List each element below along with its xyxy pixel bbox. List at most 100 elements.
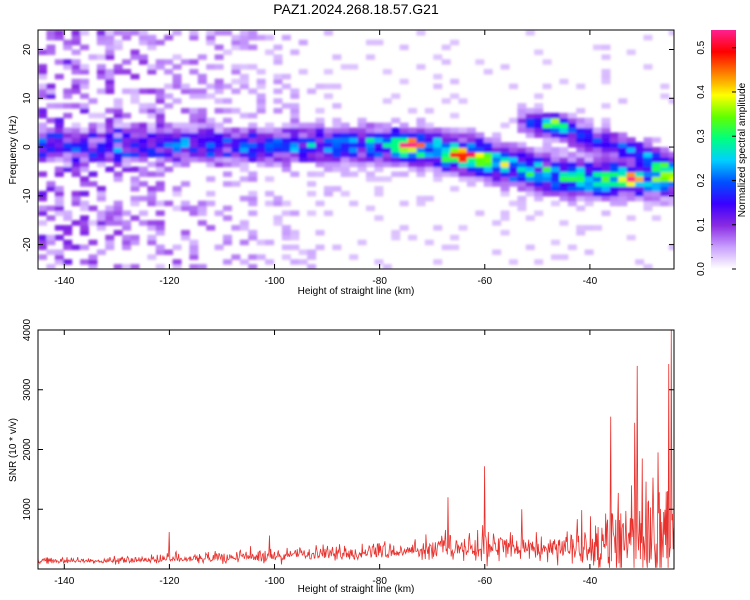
heatmap-cell bbox=[96, 132, 106, 138]
heatmap-cell bbox=[559, 122, 569, 129]
heatmap-cell bbox=[626, 181, 636, 187]
heatmap-cell bbox=[475, 171, 485, 177]
heatmap-cell bbox=[601, 147, 611, 153]
heatmap-cell bbox=[214, 142, 224, 148]
heatmap-cell bbox=[281, 127, 291, 134]
heatmap-cell bbox=[534, 195, 544, 202]
heatmap-cell bbox=[248, 171, 258, 177]
heatmap-cell bbox=[273, 215, 283, 221]
heatmap-cell bbox=[138, 142, 148, 148]
heatmap-cell bbox=[147, 142, 157, 148]
heatmap-cell bbox=[63, 59, 73, 65]
heatmap-cell bbox=[172, 78, 182, 85]
heatmap-cell bbox=[576, 147, 586, 153]
heatmap-cell bbox=[391, 93, 401, 99]
heatmap-cell bbox=[130, 239, 140, 246]
heatmap-cell bbox=[223, 181, 233, 187]
heatmap-cell bbox=[668, 186, 674, 192]
heatmap-cell bbox=[534, 259, 544, 265]
heatmap-cell bbox=[382, 151, 392, 158]
heatmap-cell bbox=[147, 88, 157, 95]
heatmap-cell bbox=[433, 73, 443, 80]
heatmap-cell bbox=[357, 122, 367, 129]
heatmap-cell bbox=[626, 186, 636, 192]
heatmap-cell bbox=[307, 147, 317, 153]
heatmap-cell bbox=[172, 132, 182, 138]
heatmap-cell bbox=[164, 34, 174, 41]
heatmap-cell bbox=[576, 176, 586, 182]
heatmap-cell bbox=[635, 147, 645, 153]
heatmap-cell bbox=[450, 234, 460, 241]
heatmap-cell bbox=[256, 156, 266, 163]
heatmap-cell bbox=[576, 108, 586, 114]
heatmap-cell bbox=[660, 83, 670, 90]
heatmap-cell bbox=[424, 195, 434, 202]
heatmap-cell bbox=[567, 161, 577, 168]
heatmap-cell bbox=[593, 142, 603, 148]
heatmap-cell bbox=[180, 83, 190, 90]
heatmap-cell bbox=[189, 34, 199, 41]
heatmap-cell bbox=[130, 88, 140, 95]
heatmap-cell bbox=[416, 142, 426, 148]
heatmap-cell bbox=[508, 166, 518, 173]
heatmap-cell bbox=[80, 64, 90, 70]
heatmap-cell bbox=[189, 93, 199, 99]
heatmap-cell bbox=[660, 166, 670, 173]
heatmap-cell bbox=[601, 137, 611, 143]
heatmap-cell bbox=[609, 137, 619, 143]
heatmap-cell bbox=[593, 151, 603, 158]
heatmap-cell bbox=[130, 156, 140, 163]
heatmap-cell bbox=[576, 171, 586, 177]
heatmap-cell bbox=[458, 98, 468, 104]
heatmap-cell bbox=[138, 54, 148, 60]
heatmap-cell bbox=[231, 127, 241, 134]
heatmap-cell bbox=[164, 127, 174, 134]
heatmap-cell bbox=[517, 117, 527, 124]
heatmap-cell bbox=[307, 127, 317, 134]
heatmap-cell bbox=[206, 93, 216, 99]
heatmap-cell bbox=[492, 181, 502, 187]
heatmap-cell bbox=[492, 137, 502, 143]
heatmap-cell bbox=[80, 181, 90, 187]
colorbar-tick-label: 0.3 bbox=[696, 129, 707, 143]
heatmap-cell bbox=[651, 166, 661, 173]
heatmap-cell bbox=[155, 249, 165, 255]
heatmap-cell bbox=[668, 244, 674, 251]
heatmap-cell bbox=[307, 171, 317, 177]
heatmap-cell bbox=[231, 44, 241, 51]
heatmap-cell bbox=[323, 210, 333, 216]
heatmap-cell bbox=[643, 166, 653, 173]
heatmap-cell bbox=[214, 147, 224, 153]
heatmap-cell bbox=[214, 137, 224, 143]
heatmap-cell bbox=[239, 132, 249, 138]
heatmap-cell bbox=[660, 186, 670, 192]
heatmap-cell bbox=[559, 117, 569, 124]
heatmap-cell bbox=[147, 190, 157, 197]
heatmap-cell bbox=[248, 142, 258, 148]
heatmap-cell bbox=[559, 156, 569, 163]
heatmap-cell bbox=[147, 161, 157, 168]
heatmap-cell bbox=[365, 132, 375, 138]
heatmap-cell bbox=[281, 229, 291, 236]
heatmap-cell bbox=[113, 39, 123, 46]
heatmap-cell bbox=[138, 210, 148, 216]
heatmap-cell bbox=[340, 190, 350, 197]
heatmap-cell bbox=[105, 30, 115, 36]
heatmap-cell bbox=[113, 103, 123, 109]
heatmap-cell bbox=[551, 122, 561, 129]
heatmap-cell bbox=[584, 122, 594, 129]
heatmap-cell bbox=[567, 132, 577, 138]
heatmap-cell bbox=[323, 83, 333, 90]
heatmap-cell bbox=[416, 122, 426, 129]
heatmap-cell bbox=[323, 142, 333, 148]
heatmap-cell bbox=[290, 234, 300, 241]
heatmap-cell bbox=[500, 156, 510, 163]
colorbar-bar bbox=[711, 30, 736, 269]
heatmap-cell bbox=[609, 186, 619, 192]
heatmap-cell bbox=[458, 137, 468, 143]
heatmap-cell bbox=[542, 59, 552, 65]
heatmap-cell bbox=[105, 78, 115, 85]
heatmap-cell bbox=[399, 127, 409, 134]
heatmap-cell bbox=[122, 142, 132, 148]
heatmap-cell bbox=[643, 200, 653, 207]
